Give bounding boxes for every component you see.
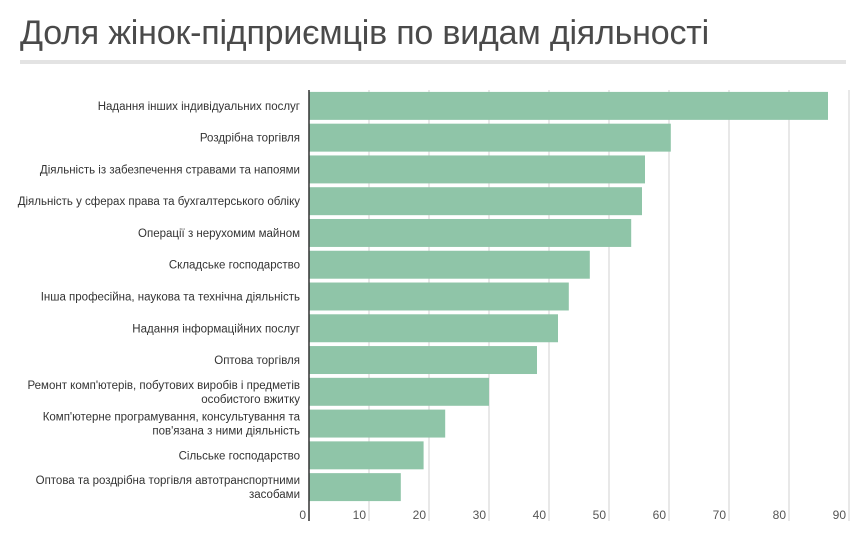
bar: [309, 250, 590, 279]
category-label: Діяльність із забезпечення стравами та н…: [40, 164, 300, 176]
bar: [309, 123, 671, 152]
bar: [309, 314, 558, 343]
bar: [309, 346, 537, 375]
category-label: Надання інформаційних послуг: [132, 323, 300, 335]
category-label: Операції з нерухомим майном: [138, 228, 300, 240]
x-tick-label: 60: [653, 508, 667, 522]
category-label: Оптова та роздрібна торгівля автотранспо…: [36, 475, 300, 487]
bar: [309, 91, 828, 120]
category-label: Ремонт комп'ютерів, побутових виробів і …: [28, 380, 301, 392]
x-tick-label: 10: [353, 508, 367, 522]
bar: [309, 218, 632, 247]
category-label: пов'язана з ними діяльність: [152, 426, 300, 438]
category-label: Комп'ютерне програмування, консультуванн…: [43, 412, 301, 424]
category-label: Оптова торгівля: [214, 355, 300, 367]
bar: [309, 441, 424, 470]
x-tick-label: 30: [473, 508, 487, 522]
x-tick-label: 70: [713, 508, 727, 522]
x-tick-label: 40: [533, 508, 547, 522]
bar: [309, 282, 569, 311]
x-tick-label: 80: [773, 508, 787, 522]
x-tick-label: 90: [833, 508, 847, 522]
bar: [309, 377, 489, 406]
x-tick-label: 50: [593, 508, 607, 522]
category-label: Складське господарство: [169, 260, 300, 272]
x-tick-label: 20: [413, 508, 427, 522]
chart-title: Доля жінок-підприємців по видам діяльнос…: [20, 14, 709, 52]
category-label: особистого вжитку: [201, 394, 300, 406]
bar: [309, 155, 645, 184]
category-label: Сільське господарство: [179, 450, 300, 462]
category-label: Інша професійна, наукова та технічна дія…: [41, 292, 300, 304]
x-tick-label: 0: [299, 508, 306, 522]
bar: [309, 409, 446, 438]
bar: [309, 473, 401, 502]
title-divider: [20, 60, 846, 64]
category-label: Діяльність у сферах права та бухгалтерсь…: [18, 196, 301, 208]
category-label: засобами: [249, 489, 300, 501]
category-label: Надання інших індивідуальних послуг: [98, 101, 300, 113]
category-label: Роздрібна торгівля: [200, 133, 300, 145]
bar: [309, 187, 642, 216]
